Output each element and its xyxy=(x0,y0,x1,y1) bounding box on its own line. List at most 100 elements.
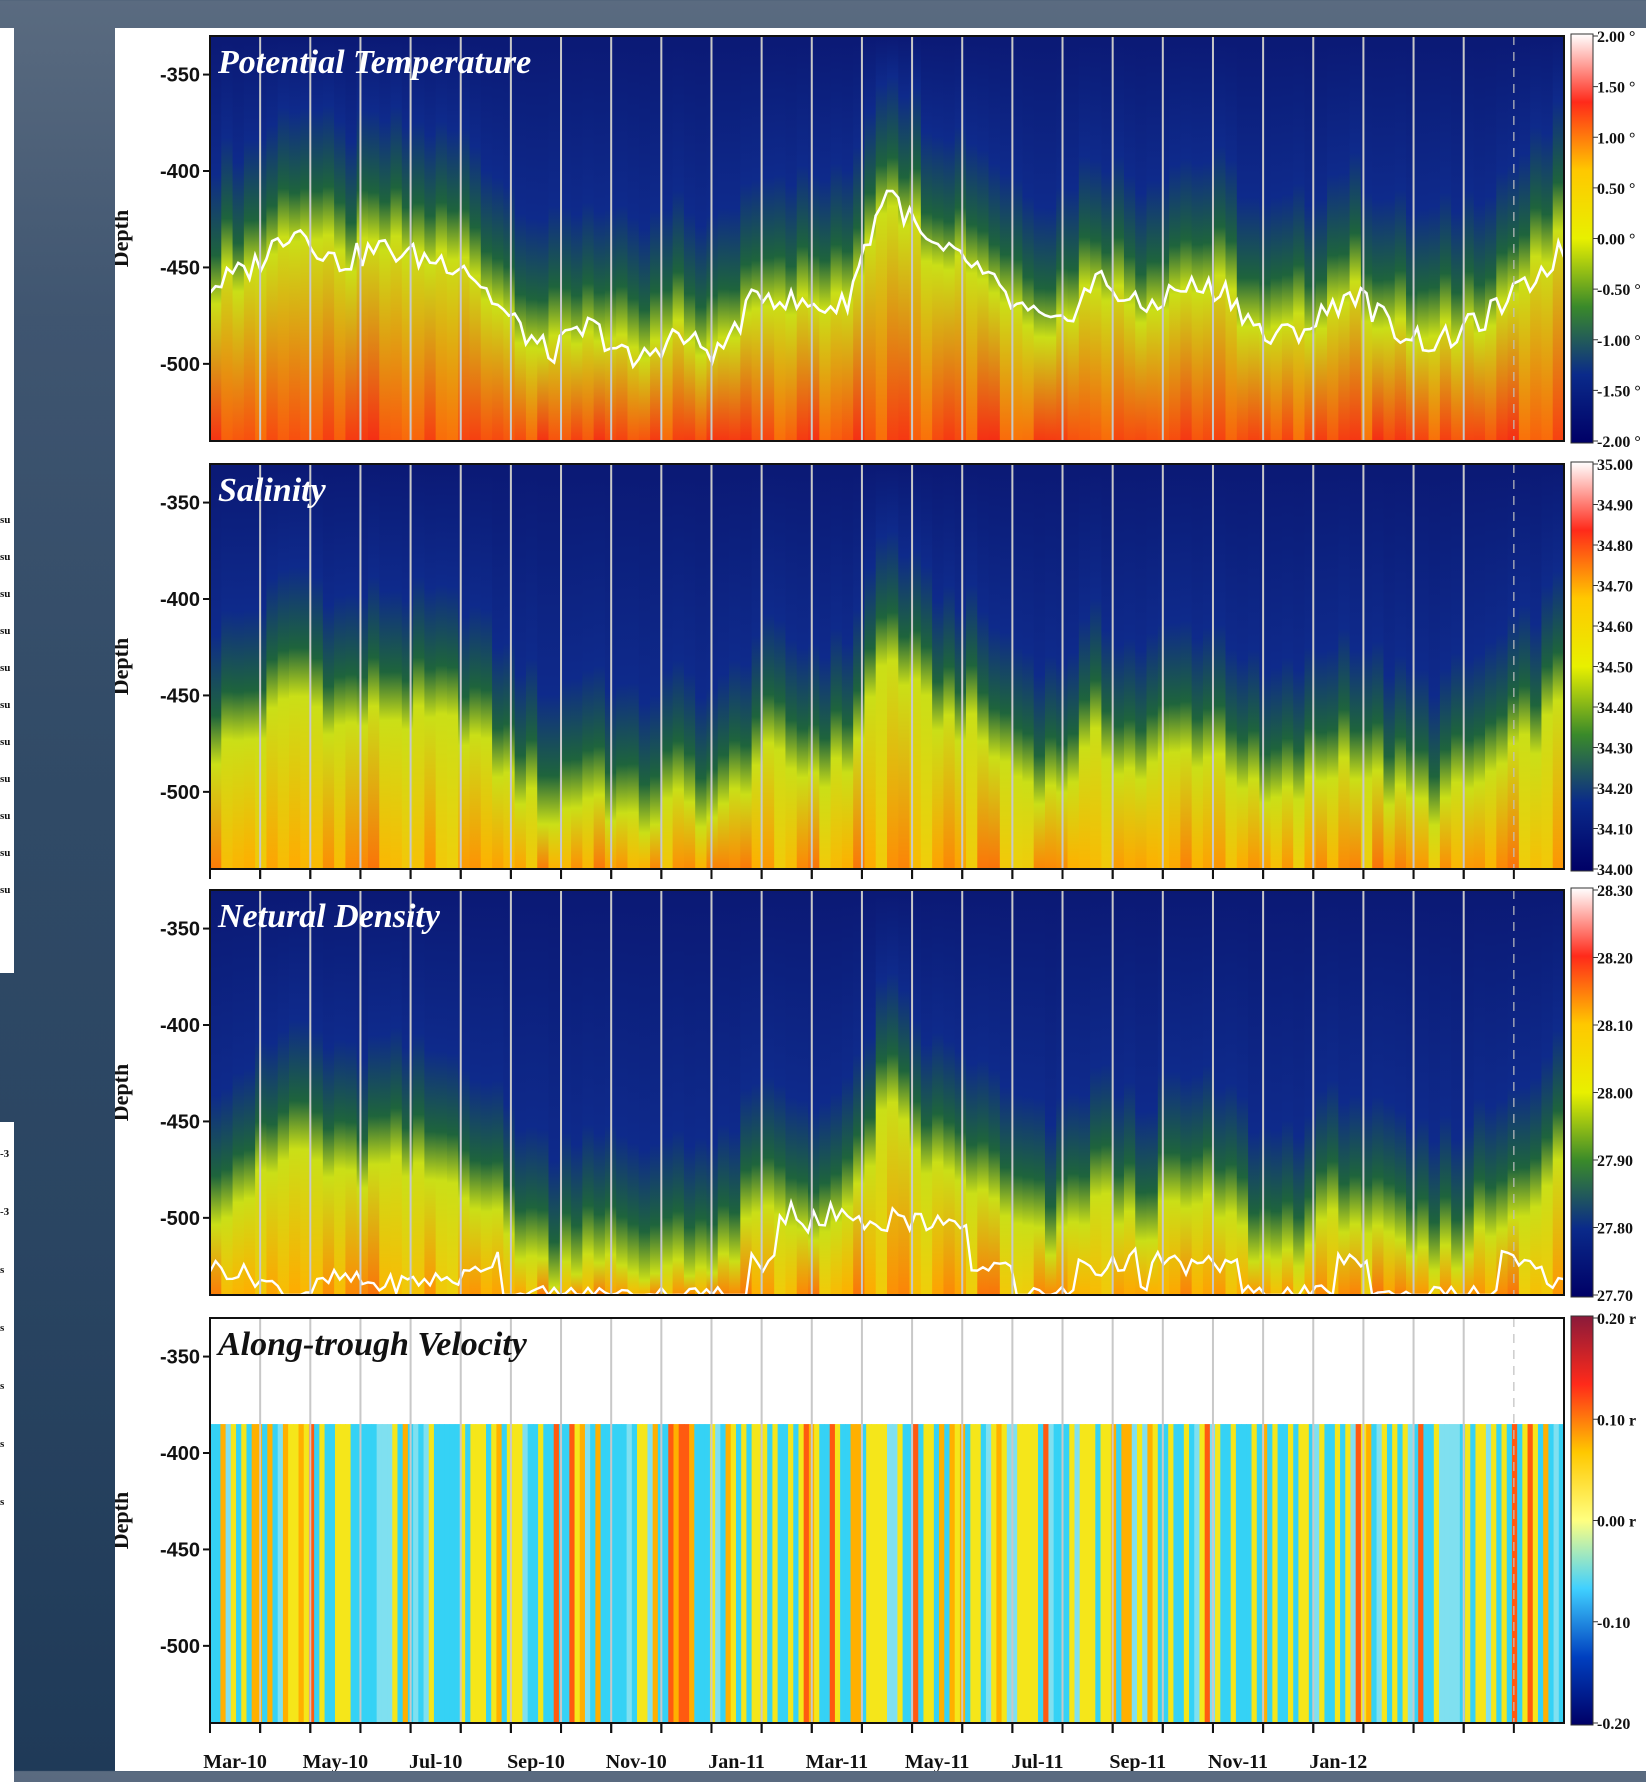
colorbar-label: 34.60 xyxy=(1597,619,1633,636)
colorbar-label: 28.20 xyxy=(1597,951,1633,968)
velocity-stripe xyxy=(782,1424,789,1723)
heatmap-column xyxy=(808,890,820,1295)
colorbar-label: 0.00 ° xyxy=(1597,232,1635,249)
heatmap-column xyxy=(1022,36,1035,441)
heatmap-column xyxy=(232,36,245,441)
heatmap-column xyxy=(1372,36,1385,441)
heatmap-column xyxy=(492,890,504,1295)
heatmap-column xyxy=(1518,36,1531,441)
velocity-stripe xyxy=(267,1424,274,1723)
heatmap-column xyxy=(954,36,967,441)
velocity-stripe xyxy=(387,1424,393,1723)
velocity-stripe xyxy=(709,1424,716,1723)
heatmap-column xyxy=(1462,890,1475,1295)
velocity-stripe xyxy=(527,1424,534,1723)
heatmap-column xyxy=(785,464,798,869)
heatmap-column xyxy=(548,36,561,441)
heatmap-column xyxy=(1304,464,1317,869)
y-tick-label: -500 xyxy=(160,782,200,804)
heatmap-column xyxy=(1473,890,1486,1295)
heatmap-column xyxy=(1394,464,1407,869)
velocity-stripe xyxy=(1001,1424,1008,1723)
velocity-stripe xyxy=(1220,1424,1227,1723)
velocity-stripe xyxy=(543,1424,550,1723)
contour-line xyxy=(208,1197,1565,1298)
heatmap-column xyxy=(1462,36,1475,441)
heatmap-column xyxy=(977,464,990,869)
velocity-stripe xyxy=(866,1424,872,1723)
velocity-stripe xyxy=(762,1424,768,1723)
background-stub-label: su xyxy=(0,736,11,748)
velocity-stripe xyxy=(678,1424,685,1723)
heatmap-column xyxy=(796,36,809,441)
velocity-stripe xyxy=(1136,1424,1143,1723)
velocity-stripe xyxy=(1485,1424,1492,1723)
heatmap-column xyxy=(1078,890,1091,1295)
heatmap-column xyxy=(627,36,640,441)
velocity-stripe xyxy=(1194,1424,1201,1723)
heatmap-column xyxy=(277,36,290,441)
velocity-stripe xyxy=(1147,1424,1154,1723)
velocity-stripe xyxy=(262,1424,268,1723)
velocity-stripe xyxy=(1199,1424,1206,1723)
velocity-stripe xyxy=(496,1424,503,1723)
heatmap-column xyxy=(210,464,222,869)
heatmap-column xyxy=(1338,36,1351,441)
velocity-stripe xyxy=(1105,1424,1112,1723)
velocity-stripe xyxy=(574,1424,581,1723)
velocity-stripe xyxy=(1501,1424,1508,1723)
heatmap-column xyxy=(446,464,459,869)
heatmap-column xyxy=(559,890,572,1295)
velocity-stripe xyxy=(871,1424,878,1723)
velocity-stripe xyxy=(907,1424,914,1723)
heatmap-column xyxy=(1214,36,1227,441)
velocity-stripe xyxy=(246,1424,253,1723)
background-stub-label: s xyxy=(0,1264,5,1276)
velocity-stripe xyxy=(1308,1424,1315,1723)
heatmap-column xyxy=(1135,36,1148,441)
heatmap-column xyxy=(1044,464,1057,869)
heatmap-column xyxy=(1327,36,1339,441)
velocity-stripe xyxy=(277,1424,284,1723)
heatmap-column xyxy=(853,464,866,869)
heatmap-column xyxy=(1135,464,1148,869)
velocity-stripe xyxy=(1350,1424,1357,1723)
heatmap-column xyxy=(729,36,741,441)
heatmap-column xyxy=(1406,890,1418,1295)
heatmap-column xyxy=(796,890,809,1295)
heatmap-column xyxy=(1123,890,1136,1295)
velocity-stripe xyxy=(824,1424,831,1723)
heatmap-column xyxy=(435,464,448,869)
heatmap-column xyxy=(413,890,425,1295)
velocity-stripe xyxy=(715,1424,721,1723)
velocity-stripe xyxy=(803,1424,810,1723)
heatmap-column xyxy=(932,36,945,441)
heatmap-column xyxy=(537,890,550,1295)
heatmap-column xyxy=(334,36,346,441)
background-stub-label: s xyxy=(0,1438,5,1450)
heatmap-column xyxy=(808,36,820,441)
heatmap-column xyxy=(717,36,730,441)
colorbar-label: 1.50 ° xyxy=(1597,80,1635,97)
heatmap-column xyxy=(469,36,482,441)
velocity-stripe xyxy=(720,1424,727,1723)
heatmap-column xyxy=(977,890,990,1295)
heatmap-column xyxy=(266,890,279,1295)
heatmap-column xyxy=(492,464,504,869)
velocity-stripe xyxy=(616,1424,623,1723)
heatmap-column xyxy=(300,890,313,1295)
velocity-stripe xyxy=(1069,1424,1076,1723)
heatmap-column xyxy=(379,36,392,441)
heatmap-column xyxy=(965,890,978,1295)
velocity-stripe xyxy=(944,1424,951,1723)
heatmap-column xyxy=(424,36,437,441)
velocity-stripe xyxy=(949,1424,956,1723)
heatmap-column xyxy=(1101,890,1114,1295)
y-axis-label: Depth xyxy=(115,1492,133,1549)
heatmap-column xyxy=(1394,36,1407,441)
heatmap-column xyxy=(243,890,256,1295)
x-tick-label: Mar-10 xyxy=(203,1751,267,1771)
velocity-stripe xyxy=(1392,1424,1398,1723)
heatmap-column xyxy=(1451,890,1464,1295)
heatmap-column xyxy=(1146,890,1159,1295)
